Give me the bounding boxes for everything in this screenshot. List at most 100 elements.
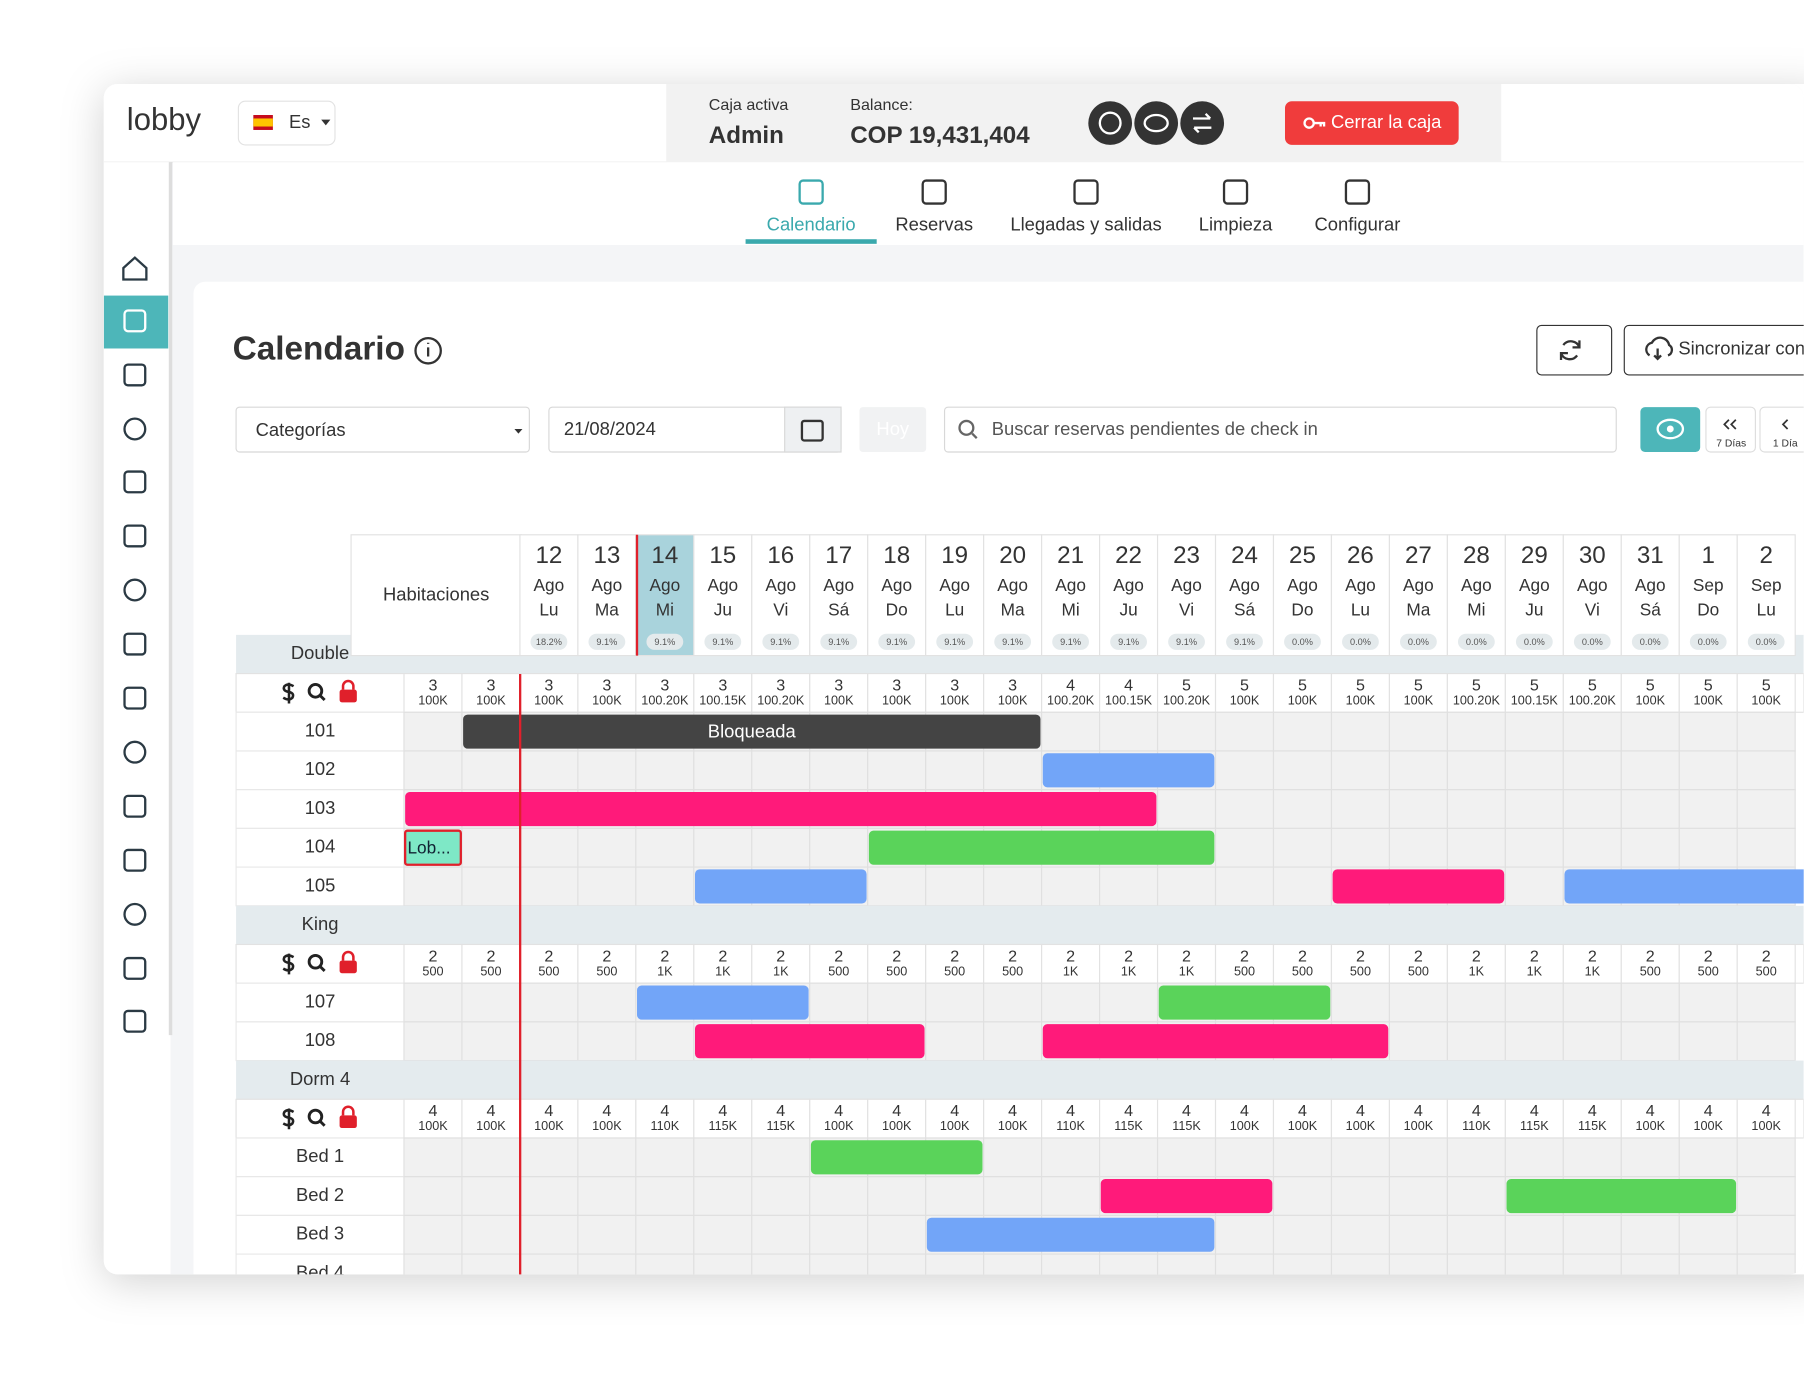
day-cell[interactable] [1272, 750, 1333, 791]
day-cell[interactable] [809, 750, 869, 791]
room-name[interactable]: Bed 1 [296, 1145, 344, 1166]
day-cell[interactable] [983, 1176, 1043, 1216]
day-cell[interactable] [1446, 1253, 1506, 1293]
day-cell[interactable] [1214, 1137, 1275, 1178]
day-cell[interactable] [1156, 789, 1217, 829]
day-cell[interactable] [461, 982, 521, 1023]
day-cell[interactable] [635, 827, 695, 868]
logo[interactable]: lobby [127, 102, 202, 137]
day-cell[interactable] [751, 1253, 811, 1293]
room-name[interactable]: 105 [305, 874, 336, 895]
day-cell[interactable] [1272, 711, 1333, 752]
day-cell[interactable] [577, 1214, 637, 1255]
tab-label[interactable]: Limpieza [1199, 213, 1273, 234]
day-cell[interactable] [519, 1176, 579, 1216]
day-cell[interactable] [461, 1176, 521, 1216]
search-icon[interactable] [319, 694, 326, 702]
day-cell[interactable] [1214, 866, 1275, 907]
day-cell[interactable] [1678, 750, 1738, 791]
booking[interactable] [1100, 1178, 1273, 1214]
lock-icon[interactable] [339, 689, 357, 703]
day-cell[interactable] [1504, 982, 1564, 1023]
search-icon[interactable] [319, 1120, 326, 1127]
day-cell[interactable] [867, 750, 927, 791]
day-cell[interactable] [1562, 1137, 1622, 1178]
day-cell[interactable] [1446, 827, 1506, 868]
day-cell[interactable] [1099, 866, 1159, 907]
day-cell[interactable] [1388, 789, 1448, 829]
day-cell[interactable] [1620, 1253, 1680, 1293]
day-cell[interactable] [1562, 711, 1622, 752]
sidebar-item[interactable] [123, 363, 147, 387]
booking[interactable] [1158, 985, 1331, 1020]
sync-button[interactable] [1623, 324, 1804, 376]
day-cell[interactable] [519, 750, 579, 791]
day-cell[interactable] [1504, 1253, 1564, 1293]
view-button[interactable] [1134, 101, 1179, 145]
day-cell[interactable] [1736, 1176, 1796, 1216]
search-icon[interactable] [307, 953, 324, 970]
day-cell[interactable] [983, 1253, 1043, 1293]
day-cell[interactable] [1736, 1021, 1796, 1062]
day-cell[interactable] [635, 1253, 695, 1293]
sidebar-item[interactable] [123, 470, 147, 494]
room-name[interactable]: 103 [305, 797, 336, 818]
day-cell[interactable] [693, 750, 753, 791]
day-cell[interactable] [1736, 982, 1796, 1023]
day-cell[interactable] [519, 1214, 579, 1255]
day-cell[interactable] [1041, 1253, 1101, 1293]
day-cell[interactable] [1388, 711, 1448, 752]
booking[interactable] [1042, 1024, 1389, 1059]
sidebar-item[interactable] [122, 256, 148, 281]
day-cell[interactable] [1388, 827, 1448, 868]
day-cell[interactable] [403, 1176, 463, 1216]
day-cell[interactable] [1330, 827, 1390, 868]
day-cell[interactable] [403, 711, 463, 752]
close-cash-button[interactable] [1284, 101, 1459, 145]
day-cell[interactable] [1156, 1253, 1217, 1293]
day-cell[interactable] [867, 1176, 927, 1216]
day-cell[interactable] [1330, 711, 1390, 752]
day-cell[interactable] [1214, 1214, 1275, 1255]
day-cell[interactable] [751, 750, 811, 791]
day-cell[interactable] [1678, 711, 1738, 752]
day-cell[interactable] [1156, 866, 1217, 907]
day-cell[interactable] [1620, 789, 1680, 829]
day-cell[interactable] [809, 1253, 869, 1293]
room-name[interactable]: 107 [305, 990, 336, 1011]
tab-label[interactable]: Configurar [1315, 213, 1401, 234]
booking[interactable] [405, 791, 1157, 827]
tab-icon[interactable] [921, 179, 947, 205]
day-cell[interactable] [1562, 750, 1622, 791]
room-name[interactable]: 108 [305, 1029, 336, 1050]
day-cell[interactable] [1446, 1214, 1506, 1255]
day-cell[interactable] [1504, 711, 1564, 752]
day-cell[interactable] [403, 1021, 463, 1062]
search-icon[interactable] [319, 965, 326, 972]
day-cell[interactable] [809, 1176, 869, 1216]
day-cell[interactable] [1678, 982, 1738, 1023]
day-cell[interactable] [693, 1253, 753, 1293]
day-cell[interactable] [1620, 750, 1680, 791]
day-cell[interactable] [1446, 1176, 1506, 1216]
language-select[interactable] [237, 100, 336, 146]
day-cell[interactable] [1099, 1253, 1159, 1293]
day-cell[interactable] [1446, 750, 1506, 791]
day-cell[interactable] [1736, 827, 1796, 868]
day-cell[interactable] [983, 866, 1043, 907]
day-cell[interactable] [1562, 1253, 1622, 1293]
day-cell[interactable] [925, 1176, 985, 1216]
day-cell[interactable] [1330, 789, 1390, 829]
day-cell[interactable] [867, 982, 927, 1023]
day-cell[interactable] [1156, 711, 1217, 752]
day-cell[interactable] [925, 1253, 985, 1293]
price-icon[interactable] [282, 682, 295, 704]
day-cell[interactable] [983, 1021, 1043, 1062]
day-cell[interactable] [1330, 750, 1390, 791]
day-cell[interactable] [1736, 750, 1796, 791]
day-cell[interactable] [1041, 1176, 1101, 1216]
day-cell[interactable] [1562, 789, 1622, 829]
tab-icon[interactable] [1073, 179, 1099, 205]
day-cell[interactable] [1736, 1214, 1796, 1255]
day-cell[interactable] [1678, 1021, 1738, 1062]
